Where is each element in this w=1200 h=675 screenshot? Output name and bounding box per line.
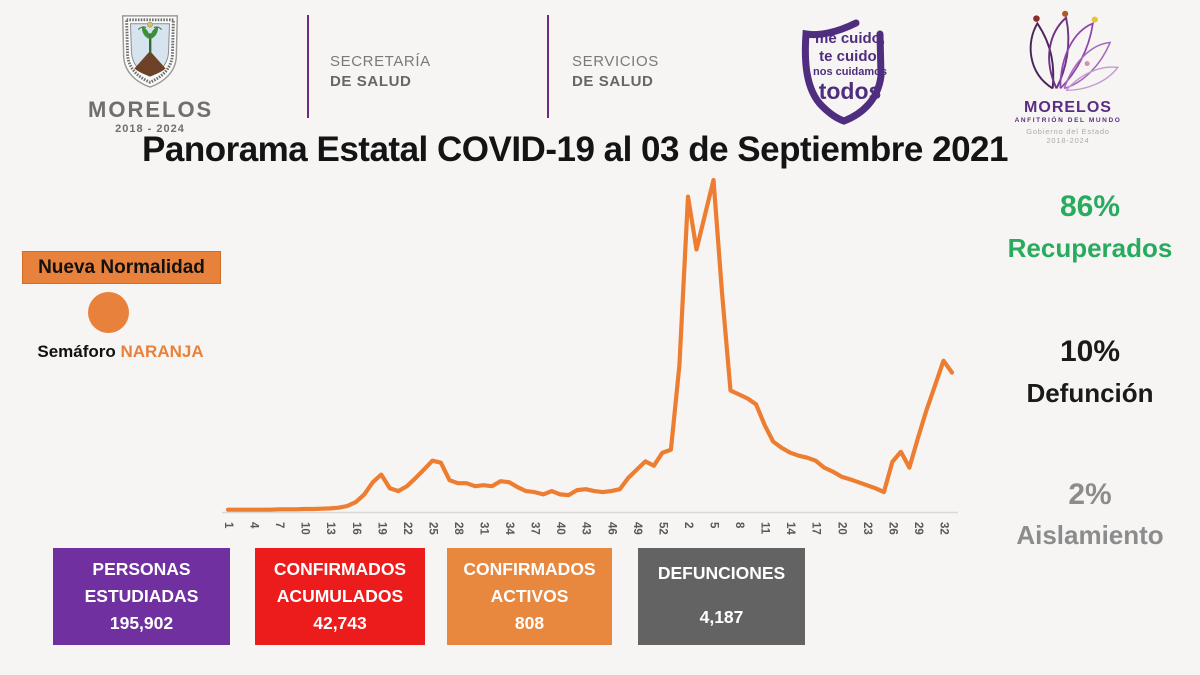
box4-value: 4,187 (699, 607, 744, 627)
x-tick-label: 10 (299, 522, 311, 535)
shield-slogan: me cuido, te cuido, nos cuidamos todos (798, 30, 902, 104)
shield-line4: todos (818, 78, 882, 104)
x-tick-label: 25 (426, 522, 438, 535)
x-tick-label: 7 (273, 522, 285, 528)
anfitrion-title: MORELOS (1024, 99, 1112, 116)
box4-line1: DEFUNCIONES (657, 563, 786, 583)
personas-estudiadas-box: PERSONAS ESTUDIADAS 195,902 (53, 548, 230, 645)
x-tick-label: 14 (784, 522, 796, 535)
nueva-normalidad-label: Nueva Normalidad (38, 256, 205, 278)
anfitrion-gov: Gobierno del Estado (1026, 127, 1110, 136)
defuncion-pct: 10% (1059, 335, 1121, 368)
box3-line1: CONFIRMADOS (463, 559, 596, 579)
servicios-line2: DE SALUD (572, 73, 654, 90)
x-tick-label: 17 (810, 522, 822, 535)
x-tick-label: 29 (912, 522, 924, 535)
semaforo-prefix: Semáforo (37, 342, 121, 361)
secretaria-de-salud-label: SECRETARÍA DE SALUD (330, 52, 431, 92)
morelos-coat-of-arms-logo: MORELOS 2018 - 2024 (88, 12, 212, 135)
servicios-de-salud-label: SERVICIOS DE SALUD (572, 52, 659, 92)
recuperados-pct: 86% (1059, 190, 1121, 223)
x-tick-label: 19 (375, 522, 387, 535)
defuncion-label: Defunción (1026, 378, 1154, 408)
header-divider-1 (307, 15, 309, 118)
header-divider-2 (547, 15, 549, 118)
box1-value: 195,902 (109, 613, 174, 633)
semaforo-label: Semáforo NARANJA (22, 342, 219, 362)
shield-icon (801, 19, 885, 125)
box3-line2: ACTIVOS (490, 586, 569, 606)
x-tick-label: 22 (401, 522, 413, 535)
x-tick-label: 8 (733, 522, 745, 529)
lotus-icon (1029, 10, 1120, 92)
x-tick-label: 46 (605, 522, 617, 535)
x-tick-label: 43 (580, 522, 592, 535)
morelos-anfitrion-logo: MORELOS ANFITRIÓN DEL MUNDO Gobierno del… (1008, 10, 1128, 145)
coat-title: MORELOS (88, 97, 214, 122)
x-tick-label: 20 (835, 522, 847, 535)
box1-line2: ESTUDIADAS (84, 586, 199, 606)
nueva-normalidad-badge: Nueva Normalidad (22, 251, 221, 284)
x-tick-label: 34 (503, 522, 515, 535)
servicios-line1: SERVICIOS (572, 53, 659, 70)
confirmados-acumulados-box: CONFIRMADOS ACUMULADOS 42,743 (255, 548, 425, 645)
x-tick-label: 28 (452, 522, 464, 535)
coat-of-arms-icon (121, 15, 179, 88)
x-tick-label: 26 (886, 522, 898, 535)
anfitrion-years: 2018-2024 (1046, 136, 1090, 145)
page-title: Panorama Estatal COVID-19 al 03 de Septi… (142, 130, 1008, 169)
defunciones-box: DEFUNCIONES 4,187 (638, 548, 805, 645)
me-cuido-shield-logo: me cuido, te cuido, nos cuidamos todos (778, 16, 910, 126)
x-tick-label: 32 (937, 522, 949, 535)
epi-curve-svg: 1 4 7 10 13 16 19 22 25 28 31 34 37 40 43 46 49 52 2 5 8 11 14… (222, 177, 958, 535)
x-tick-label: 2 (682, 522, 694, 528)
shield-line1: me cuido, (814, 30, 885, 47)
x-tick-label: 5 (708, 522, 720, 529)
x-tick-label: 13 (324, 522, 336, 535)
box3-value: 808 (514, 613, 545, 633)
box2-value: 42,743 (313, 613, 367, 633)
semaforo-value: NARANJA (120, 342, 204, 361)
shield-line3: nos cuidamos (813, 66, 887, 78)
box2-line1: CONFIRMADOS (273, 559, 407, 579)
x-tick-label: 23 (861, 522, 873, 535)
shield-line2: te cuido, (819, 48, 881, 65)
x-tick-label: 49 (631, 522, 643, 535)
box2-line2: ACUMULADOS (276, 586, 404, 606)
semaforo-circle-icon (88, 292, 129, 333)
secretaria-line2: DE SALUD (330, 73, 412, 90)
x-tick-label: 11 (759, 522, 771, 535)
x-tick-label: 1 (222, 522, 234, 529)
coat-subtitle: 2018 - 2024 (115, 123, 185, 135)
x-tick-label: 40 (554, 522, 566, 535)
recuperados-label: Recuperados (1007, 233, 1173, 263)
x-tick-label: 31 (478, 522, 490, 535)
epi-curve-chart: 1 4 7 10 13 16 19 22 25 28 31 34 37 40 43 46 49 52 2 5 8 11 14… (222, 172, 958, 552)
x-tick-label: 52 (656, 522, 668, 535)
aislamiento-label: Aislamiento (1016, 520, 1164, 550)
x-tick-label: 16 (350, 522, 362, 535)
box1-line1: PERSONAS (92, 559, 191, 579)
anfitrion-subtitle: ANFITRIÓN DEL MUNDO (1014, 117, 1122, 124)
aislamiento-pct: 2% (1068, 478, 1112, 511)
secretaria-line1: SECRETARÍA (330, 53, 431, 70)
confirmados-activos-box: CONFIRMADOS ACTIVOS 808 (447, 548, 612, 645)
x-tick-label: 4 (248, 522, 260, 529)
x-tick-label: 37 (529, 522, 541, 535)
